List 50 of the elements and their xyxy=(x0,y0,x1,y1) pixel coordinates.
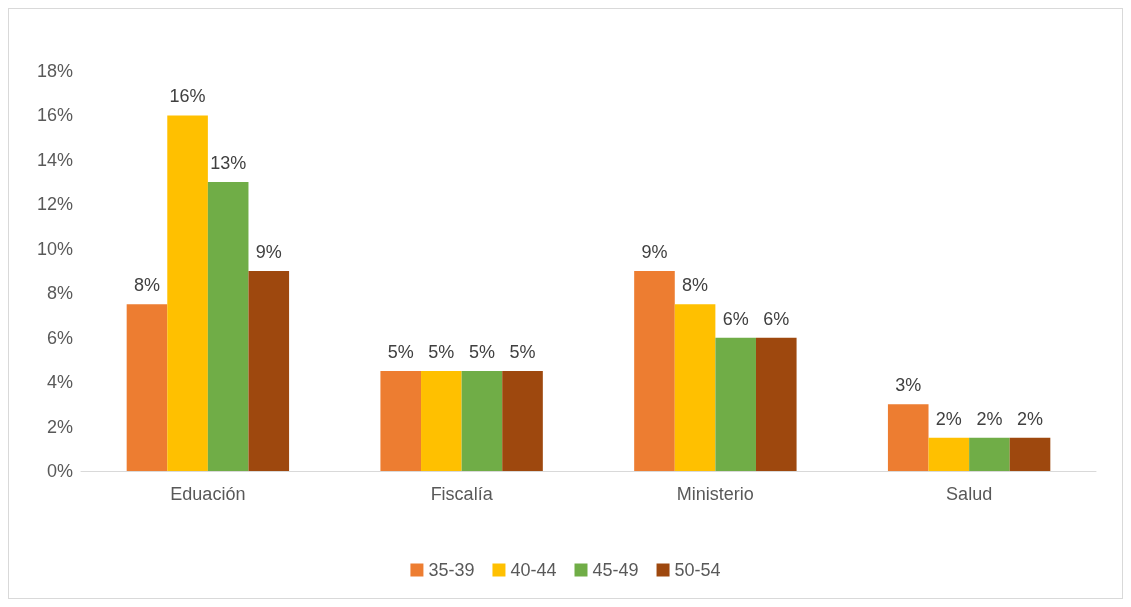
legend-label: 50-54 xyxy=(674,560,721,580)
legend-label: 40-44 xyxy=(510,560,557,580)
bar xyxy=(1009,437,1051,471)
bar xyxy=(248,271,290,471)
x-tick-label: Salud xyxy=(946,484,993,504)
y-tick-label: 12% xyxy=(36,194,73,215)
y-tick-label: 6% xyxy=(46,327,73,348)
bar xyxy=(634,271,675,471)
data-label: 6% xyxy=(722,308,749,329)
x-tick-label: Fiscalía xyxy=(430,484,494,504)
bar xyxy=(380,371,422,471)
data-label: 13% xyxy=(210,153,247,174)
data-label: 9% xyxy=(255,242,282,262)
data-label: 5% xyxy=(509,342,536,362)
data-label: 8% xyxy=(133,275,160,296)
data-label: 16% xyxy=(169,86,206,107)
x-tick-label: Ministerio xyxy=(676,484,754,504)
bar xyxy=(502,371,543,471)
data-label: 2% xyxy=(935,408,962,429)
legend-label: 45-49 xyxy=(592,560,639,580)
y-tick-label: 4% xyxy=(46,372,73,393)
bar xyxy=(126,304,168,471)
y-tick-label: 8% xyxy=(46,283,73,304)
data-label: 2% xyxy=(976,408,1003,429)
data-label: 6% xyxy=(763,308,790,329)
data-label: 3% xyxy=(895,375,922,396)
data-label: 5% xyxy=(468,342,495,362)
bar xyxy=(969,437,1010,471)
y-tick-label: 0% xyxy=(46,461,73,481)
bar xyxy=(461,371,503,471)
y-tick-label: 16% xyxy=(36,105,73,126)
data-label: 2% xyxy=(1017,408,1044,429)
bar xyxy=(887,404,929,471)
y-tick-label: 18% xyxy=(36,61,73,81)
y-tick-label: 14% xyxy=(36,149,73,170)
data-label: 5% xyxy=(387,342,414,362)
data-label: 5% xyxy=(428,342,455,362)
data-label: 9% xyxy=(641,242,668,262)
bar xyxy=(715,337,756,471)
bar xyxy=(755,337,797,471)
y-tick-label: 2% xyxy=(46,416,73,437)
x-tick-label: Eduación xyxy=(170,484,246,504)
y-tick-label: 10% xyxy=(36,238,73,259)
bar xyxy=(674,304,716,471)
bar xyxy=(928,437,970,471)
data-label: 8% xyxy=(682,275,709,296)
bar xyxy=(421,371,462,471)
bar xyxy=(207,182,249,471)
bar xyxy=(167,115,208,471)
legend-label: 35-39 xyxy=(428,560,475,580)
